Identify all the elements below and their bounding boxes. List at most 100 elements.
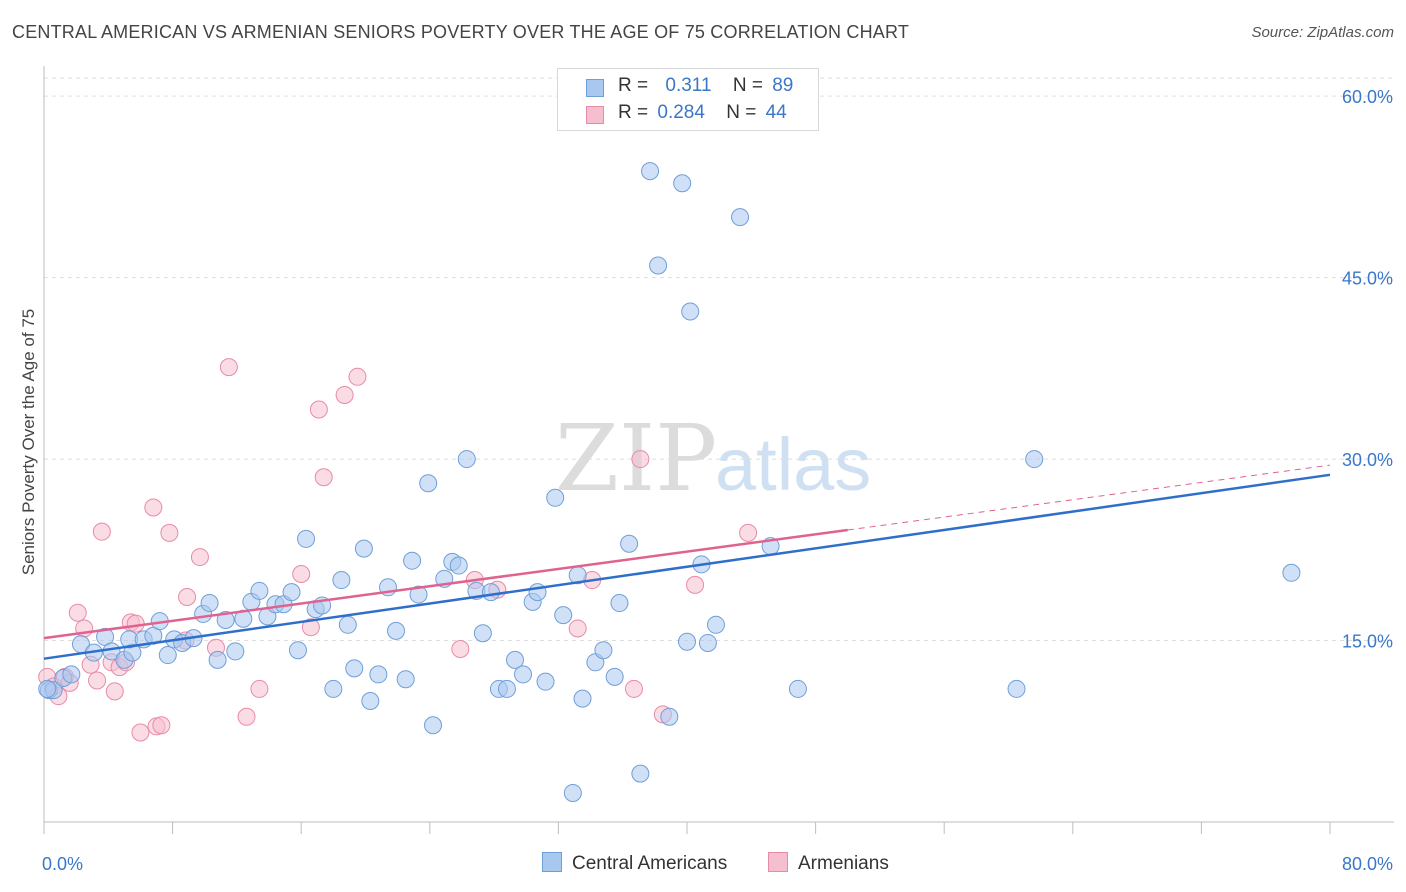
central-american-point bbox=[481, 583, 500, 602]
central-american-point bbox=[338, 615, 357, 634]
watermark-atlas: atlas bbox=[715, 423, 871, 506]
armenian-trend-line bbox=[43, 528, 848, 640]
armenian-trend-line-extension bbox=[847, 464, 1331, 531]
central-american-point bbox=[731, 208, 750, 227]
bottom-legend-armenian: Armenians bbox=[768, 852, 889, 876]
central-american-point bbox=[660, 707, 679, 726]
central-american-point bbox=[354, 539, 373, 558]
armenian-point bbox=[686, 575, 705, 594]
y-axis-label: Seniors Poverty Over the Age of 75 bbox=[19, 309, 38, 575]
source-label: Source: ZipAtlas.com bbox=[1251, 24, 1394, 41]
central-american-point bbox=[449, 556, 468, 575]
central-american-point bbox=[419, 474, 438, 493]
armenian-point bbox=[314, 468, 333, 487]
armenian-point bbox=[301, 618, 320, 637]
y-tick-label: 60.0% bbox=[1342, 87, 1393, 107]
central-american-point bbox=[208, 650, 227, 669]
central-american-point bbox=[563, 783, 582, 802]
armenian-point bbox=[739, 523, 758, 542]
legend-central-r: 0.311 bbox=[665, 75, 712, 96]
central-american-point bbox=[473, 624, 492, 643]
armenian-point bbox=[131, 723, 150, 742]
central-american-point bbox=[282, 583, 301, 602]
central-american-point bbox=[361, 692, 380, 711]
armenian-point bbox=[568, 619, 587, 638]
central-american-point bbox=[536, 672, 555, 691]
y-tick-label: 30.0% bbox=[1342, 450, 1393, 470]
central-american-point bbox=[158, 646, 177, 665]
stats-legend: R = 0.311 N = 89 R = 0.284 N = 44 bbox=[557, 68, 819, 131]
x-tick-label: 0.0% bbox=[42, 854, 83, 874]
central-american-point bbox=[641, 162, 660, 181]
central-american-point bbox=[250, 581, 269, 600]
armenian-point bbox=[624, 679, 643, 698]
gridlines bbox=[44, 77, 1394, 642]
central-american-point bbox=[457, 450, 476, 469]
chart-title: CENTRAL AMERICAN VS ARMENIAN SENIORS POV… bbox=[12, 22, 910, 42]
central-american-point bbox=[605, 667, 624, 686]
central-american-point bbox=[297, 529, 316, 548]
y-tick-label: 15.0% bbox=[1342, 632, 1393, 652]
central-american-point bbox=[681, 302, 700, 321]
armenian-point bbox=[237, 707, 256, 726]
armenian-point bbox=[348, 367, 367, 386]
central-american-point bbox=[1007, 679, 1026, 698]
central-american-point bbox=[200, 594, 219, 613]
central-american-point bbox=[387, 621, 406, 640]
armenian-point bbox=[250, 679, 269, 698]
armenian-point bbox=[219, 358, 238, 377]
legend-central-n: 89 bbox=[772, 75, 794, 96]
central-american-point bbox=[1025, 450, 1044, 469]
armenian-point bbox=[144, 498, 163, 517]
watermark: ZIP atlas bbox=[555, 405, 871, 512]
central-american-point bbox=[554, 606, 573, 625]
bottom-legend-central-label: Central Americans bbox=[572, 853, 728, 874]
central-american-point bbox=[396, 670, 415, 689]
armenian-point bbox=[160, 523, 179, 542]
legend-r-label: R = bbox=[618, 102, 649, 123]
central-american-point bbox=[546, 488, 565, 507]
central-american-point bbox=[631, 764, 650, 783]
central-american-point bbox=[62, 665, 81, 684]
central-american-point bbox=[678, 632, 696, 651]
armenian-point bbox=[88, 671, 107, 690]
armenian-point bbox=[631, 450, 650, 469]
central-american-trend-line bbox=[43, 473, 1331, 660]
legend-r-label: R = bbox=[618, 75, 649, 96]
bottom-legend-central: Central Americans bbox=[542, 852, 727, 876]
trend-lines bbox=[43, 464, 1331, 660]
central-american-point bbox=[514, 665, 533, 684]
central-american-point bbox=[788, 679, 807, 698]
armenian-point bbox=[190, 548, 209, 567]
armenian-point bbox=[152, 716, 171, 735]
bottom-legend-swatch-central bbox=[542, 852, 562, 872]
legend-armenian-n: 44 bbox=[765, 102, 787, 123]
legend-n-label: N = bbox=[726, 102, 757, 123]
central-american-point bbox=[288, 641, 307, 660]
central-american-point bbox=[332, 571, 351, 590]
central-american-point bbox=[226, 642, 245, 661]
central-american-point bbox=[369, 665, 388, 684]
central-american-point bbox=[424, 716, 443, 735]
bottom-legend-armenian-label: Armenians bbox=[798, 853, 889, 874]
central-american-point bbox=[324, 679, 343, 698]
central-american-point bbox=[403, 551, 422, 570]
armenian-point bbox=[68, 603, 87, 622]
central-american-point bbox=[610, 594, 629, 613]
legend-armenian-r: 0.284 bbox=[657, 102, 705, 123]
central-american-point bbox=[649, 256, 668, 275]
central-american-point bbox=[505, 650, 524, 669]
x-tick-label: 80.0% bbox=[1342, 854, 1393, 874]
armenian-point bbox=[451, 640, 470, 659]
central-american-point bbox=[698, 633, 717, 652]
central-american-point bbox=[573, 689, 592, 708]
tick-labels: 15.0% 30.0% 45.0% 60.0% 0.0% 80.0% bbox=[42, 87, 1393, 874]
armenian-point bbox=[292, 565, 311, 583]
central-american-point bbox=[594, 641, 613, 660]
y-tick-label: 45.0% bbox=[1342, 269, 1393, 289]
armenian-point bbox=[105, 682, 124, 701]
armenian-point bbox=[92, 522, 111, 541]
central-american-point bbox=[497, 679, 516, 698]
central-american-point bbox=[706, 615, 725, 634]
legend-n-label: N = bbox=[732, 75, 763, 96]
